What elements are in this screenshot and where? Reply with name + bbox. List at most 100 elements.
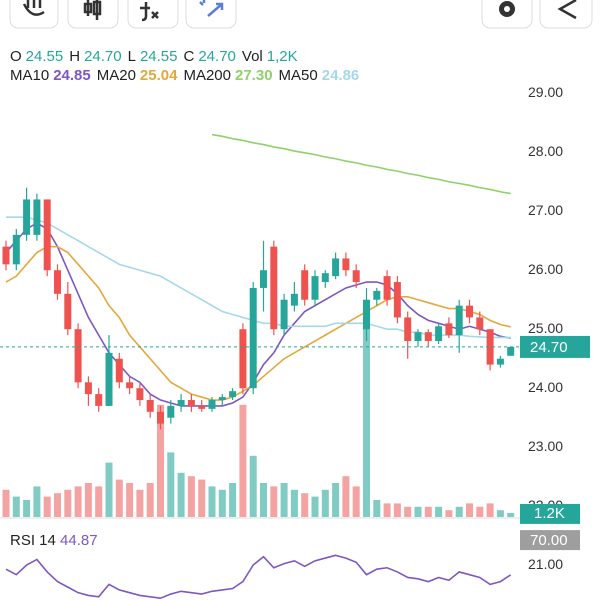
volume-bar — [393, 503, 401, 517]
candle-body — [393, 282, 401, 318]
ma-label: MA200 — [183, 67, 231, 84]
volume-bar — [157, 404, 164, 517]
y-tick-label: 21.00 — [528, 556, 563, 572]
volume-bar — [486, 503, 494, 517]
candle-body — [383, 276, 391, 300]
volume-bar — [414, 506, 422, 517]
candle-body — [260, 270, 267, 288]
toolbar-icons — [22, 0, 577, 22]
volume-bar — [321, 489, 329, 517]
header-label: C — [184, 48, 195, 65]
candle-body — [12, 234, 20, 265]
y-tick-label: 23.00 — [528, 438, 563, 454]
rsi-header: RSI 14 44.87 — [10, 532, 98, 549]
volume-bar — [476, 506, 484, 517]
ma-label: MA10 — [10, 67, 49, 84]
volume-bar — [466, 503, 473, 517]
volume-bar — [373, 500, 381, 517]
candle-body — [33, 199, 41, 235]
volume-bar — [126, 483, 134, 517]
volume-bar — [208, 486, 216, 517]
ma-label: MA20 — [97, 67, 136, 84]
candle-body — [157, 411, 164, 424]
ma-line — [5, 245, 511, 401]
y-tick-label: 25.00 — [528, 320, 563, 336]
candle-body — [476, 317, 484, 330]
volume-bar — [64, 489, 72, 517]
volume-bar — [229, 483, 237, 517]
ma-header: MA10 24.85 MA20 25.04 MA200 27.30 MA50 24.86 — [10, 67, 359, 84]
candle-body — [507, 346, 515, 356]
share-icon — [557, 0, 577, 20]
volume-bar — [383, 503, 391, 517]
ma-value: 24.85 — [53, 67, 91, 84]
candle-body — [270, 246, 278, 330]
volume-bar — [23, 500, 31, 517]
volume-bar — [496, 510, 504, 517]
ma-label: MA50 — [279, 67, 318, 84]
rsi-name: RSI 14 — [10, 532, 56, 549]
volume-bar — [435, 506, 443, 517]
y-tick-label: 24.00 — [528, 379, 563, 395]
candle-body — [74, 329, 82, 383]
header-value: 24.70 — [84, 48, 122, 65]
volume-bar — [239, 404, 247, 517]
candle-body — [280, 299, 288, 330]
y-tick-label: 28.00 — [528, 143, 563, 159]
candle-body — [414, 332, 422, 342]
volume-bar — [33, 486, 41, 517]
ma-value: 24.86 — [322, 67, 360, 84]
candle-body — [332, 258, 340, 277]
candle-body — [229, 391, 237, 398]
candle-body — [64, 293, 72, 330]
ma-value: 27.30 — [235, 67, 273, 84]
candle-body — [2, 246, 10, 265]
candle-body — [496, 358, 504, 365]
plot-area: 21.0022.0023.0024.0025.0026.0027.0028.00… — [0, 84, 590, 600]
header-value: 1,2K — [267, 48, 298, 65]
volume-bar — [218, 489, 226, 517]
candle-body — [424, 332, 432, 342]
volume-bar — [12, 496, 20, 517]
indicator-button[interactable] — [127, 0, 179, 29]
candle-body — [23, 199, 31, 235]
volume-bar — [445, 510, 453, 517]
volume-bar — [404, 506, 412, 517]
magic-button[interactable] — [185, 0, 237, 29]
header-value: 24.55 — [140, 48, 178, 65]
y-tick-label: 29.00 — [528, 84, 563, 100]
candle-body — [363, 299, 370, 330]
last-price-badge — [520, 335, 590, 358]
y-tick-label: 27.00 — [528, 202, 563, 218]
candle-body — [435, 326, 443, 342]
volume-bar — [74, 486, 82, 517]
rsi-line — [5, 554, 512, 600]
settings-button[interactable] — [481, 0, 533, 29]
hand-button[interactable] — [9, 0, 59, 29]
candle-body — [342, 258, 350, 271]
volume-bar — [280, 483, 288, 517]
volume-bar — [95, 486, 103, 517]
share-button[interactable] — [539, 0, 593, 29]
header-value: 24.55 — [26, 48, 64, 65]
magic-icon — [199, 0, 224, 17]
volume-badge-label: 1.2K — [534, 505, 565, 522]
candle-body — [136, 388, 144, 401]
ma-value: 25.04 — [140, 67, 178, 84]
candle-body — [43, 199, 51, 271]
candle-body — [54, 270, 61, 294]
volume-bar — [290, 489, 298, 517]
candle-body — [352, 270, 360, 283]
ohlc-header: O 24.55 H 24.70 L 24.55 C 24.70 Vol 1,2K — [10, 48, 298, 65]
candle-body — [208, 400, 216, 409]
volume-bar — [352, 486, 360, 517]
header-label: O — [10, 48, 22, 65]
volume-bar — [363, 309, 370, 517]
toolbar — [9, 0, 593, 29]
candle-body — [404, 317, 412, 342]
volume-bar — [167, 452, 175, 517]
candles-button[interactable] — [67, 0, 119, 29]
candle-body — [466, 305, 473, 318]
volume-bar — [136, 489, 144, 517]
